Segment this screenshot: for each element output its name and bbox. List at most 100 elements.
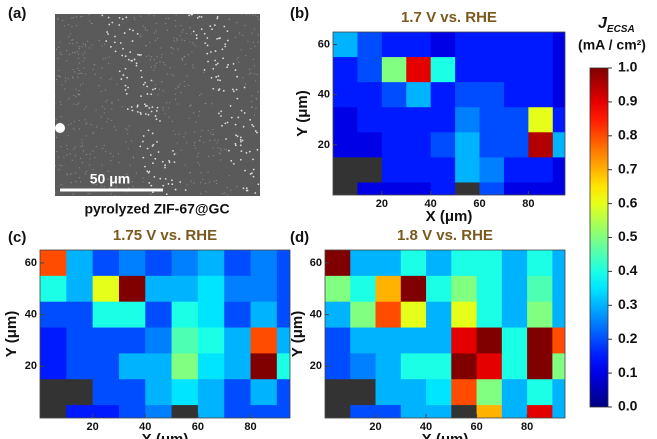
heat-cell [451, 379, 477, 405]
heat-cell [145, 302, 172, 328]
sem-speck [205, 191, 206, 192]
heat-cell [224, 353, 251, 379]
sem-speck [60, 101, 61, 102]
heat-cell [401, 302, 427, 328]
sem-speck [72, 52, 73, 53]
sem-speck [251, 124, 253, 126]
heat-cell [350, 276, 376, 302]
sem-speck [220, 110, 222, 112]
panel-label: (c) [8, 229, 26, 246]
sem-speck [228, 150, 230, 152]
sem-speck [217, 75, 219, 77]
sem-speck [71, 182, 72, 183]
sem-speck [197, 162, 198, 163]
sem-speck [154, 59, 155, 60]
sem-speck [240, 136, 242, 138]
sem-speck [230, 160, 232, 162]
heat-cell [251, 353, 278, 379]
sem-speck [72, 43, 73, 44]
sem-speck [76, 104, 77, 105]
heat-cell [451, 250, 477, 276]
sem-speck [104, 112, 105, 113]
sem-speck [258, 34, 259, 35]
sem-speck [107, 33, 109, 35]
sem-speck [254, 65, 255, 66]
sem-speck [85, 46, 86, 47]
sem-speck [57, 75, 58, 76]
sem-speck [222, 57, 224, 59]
sem-speck [78, 93, 79, 94]
sem-speck [253, 176, 255, 178]
sem-speck [235, 69, 237, 71]
sem-speck [255, 14, 256, 15]
sem-speck [137, 111, 139, 113]
sem-speck [110, 153, 111, 154]
sem-speck [224, 43, 226, 45]
sem-speck [126, 93, 128, 95]
heat-cell [480, 132, 505, 158]
sem-speck [201, 172, 202, 173]
sem-speck [251, 106, 252, 107]
sem-speck [57, 58, 58, 59]
heat-cell [172, 353, 199, 379]
sem-speck [75, 155, 76, 156]
heat-cell [455, 157, 480, 183]
sem-speck [252, 95, 253, 96]
sem-speck [84, 52, 85, 53]
caption: pyrolyzed ZIF-67@GC [84, 201, 229, 217]
sem-speck [111, 109, 112, 110]
sem-speck [73, 78, 74, 79]
sem-speck [257, 16, 258, 17]
sem-speck [176, 14, 177, 15]
sem-speck [94, 157, 95, 158]
sem-speck [249, 73, 250, 74]
sem-speck [147, 30, 148, 31]
sem-speck [148, 114, 150, 116]
sem-speck [121, 55, 123, 57]
sem-speck [93, 131, 94, 132]
sem-speck [186, 184, 187, 185]
masked-cell [357, 157, 382, 183]
sem-speck [110, 193, 111, 194]
sem-speck [91, 23, 92, 24]
sem-speck [206, 53, 208, 55]
sem-speck [157, 94, 158, 95]
sem-speck [193, 183, 194, 184]
heat-cell [66, 328, 93, 354]
sem-speck [148, 55, 149, 56]
sem-speck [55, 119, 56, 120]
sem-speck [252, 158, 254, 160]
sem-speck [171, 74, 172, 75]
sem-speck [58, 70, 59, 71]
sem-speck [181, 92, 182, 93]
sem-speck [171, 53, 172, 54]
heat-cell [325, 276, 351, 302]
sem-speck [216, 142, 217, 143]
sem-speck [250, 48, 251, 49]
colorbar: 0.00.10.20.30.40.50.60.70.80.91.0JECSA(m… [578, 15, 646, 413]
sem-speck [211, 77, 213, 79]
heat-cell [350, 353, 376, 379]
heat-cell [333, 57, 358, 83]
sem-speck [242, 140, 244, 142]
sem-speck [214, 24, 216, 26]
sem-speck [244, 112, 246, 114]
sem-speck [150, 93, 152, 95]
sem-speck [140, 70, 142, 72]
sem-speck [184, 86, 185, 87]
sem-speck [102, 148, 103, 149]
sem-speck [215, 76, 217, 78]
sem-speck [240, 141, 242, 143]
sem-speck [212, 88, 214, 90]
colorbar-subscript: ECSA [607, 24, 635, 35]
sem-speck [187, 76, 188, 77]
sem-speck [125, 141, 126, 142]
heat-cell [66, 250, 93, 276]
sem-speck [201, 130, 202, 131]
sem-speck [161, 81, 162, 82]
sem-speck [104, 108, 105, 109]
sem-speck [169, 161, 171, 163]
sem-speck [76, 96, 77, 97]
sem-speck [57, 19, 58, 20]
heat-cell [477, 276, 503, 302]
